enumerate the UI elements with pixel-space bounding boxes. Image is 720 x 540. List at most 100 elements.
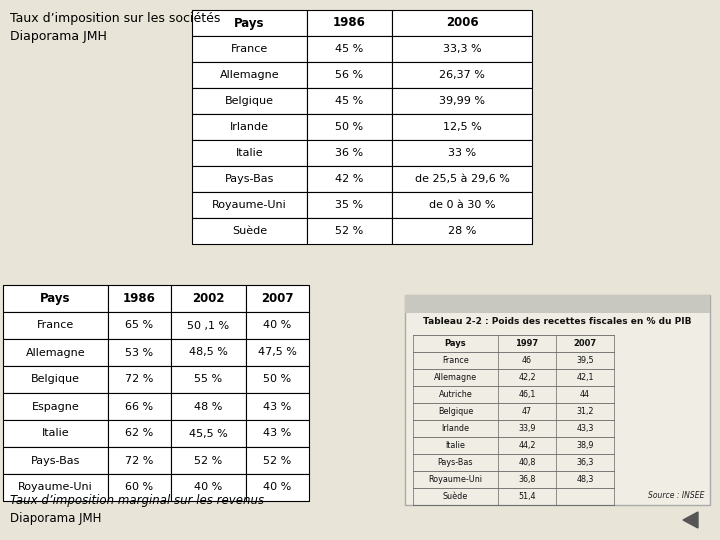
- Text: 62 %: 62 %: [125, 429, 153, 438]
- Text: France: France: [37, 321, 74, 330]
- Text: Tableau 2-2 : Poids des recettes fiscales en % du PIB: Tableau 2-2 : Poids des recettes fiscale…: [423, 316, 692, 326]
- Text: 2006: 2006: [446, 17, 478, 30]
- Text: Allemagne: Allemagne: [434, 373, 477, 382]
- Bar: [246, 393, 309, 420]
- Text: 66 %: 66 %: [125, 402, 153, 411]
- Bar: [246, 339, 309, 366]
- Text: 42,1: 42,1: [576, 373, 594, 382]
- Text: 1997: 1997: [516, 339, 539, 348]
- Text: 47,5 %: 47,5 %: [258, 348, 297, 357]
- Text: Royaume-Uni: Royaume-Uni: [18, 483, 93, 492]
- Bar: [192, 10, 307, 36]
- Text: Pays-Bas: Pays-Bas: [438, 458, 473, 467]
- Text: 2007: 2007: [573, 339, 597, 348]
- Bar: [171, 312, 246, 339]
- Text: 72 %: 72 %: [125, 456, 153, 465]
- Bar: [192, 166, 307, 192]
- Bar: [246, 366, 309, 393]
- Bar: [307, 192, 392, 218]
- Text: 36,8: 36,8: [518, 475, 536, 484]
- Text: 45 %: 45 %: [336, 44, 364, 54]
- Text: 52 %: 52 %: [336, 226, 364, 236]
- Bar: [3, 366, 108, 393]
- Bar: [171, 339, 246, 366]
- Text: 44,2: 44,2: [518, 441, 536, 450]
- Text: Diaporama JMH: Diaporama JMH: [10, 30, 107, 43]
- Bar: [246, 447, 309, 474]
- Bar: [192, 114, 307, 140]
- Text: 60 %: 60 %: [125, 483, 153, 492]
- Text: Irlande: Irlande: [441, 424, 469, 433]
- Text: 40 %: 40 %: [264, 321, 292, 330]
- Bar: [3, 420, 108, 447]
- Text: 56 %: 56 %: [336, 70, 364, 80]
- Bar: [392, 192, 532, 218]
- Text: Taux d’imposition sur les sociétés: Taux d’imposition sur les sociétés: [10, 12, 220, 25]
- Text: 45,5 %: 45,5 %: [189, 429, 228, 438]
- Bar: [307, 62, 392, 88]
- Text: Pays: Pays: [445, 339, 467, 348]
- Bar: [3, 312, 108, 339]
- Bar: [192, 36, 307, 62]
- Text: 33 %: 33 %: [448, 148, 476, 158]
- Text: Italie: Italie: [235, 148, 264, 158]
- Bar: [246, 474, 309, 501]
- Bar: [192, 140, 307, 166]
- Bar: [405, 295, 710, 505]
- Bar: [307, 114, 392, 140]
- Text: Autriche: Autriche: [438, 390, 472, 399]
- Text: 33,3 %: 33,3 %: [443, 44, 481, 54]
- Bar: [192, 192, 307, 218]
- Text: Allemagne: Allemagne: [26, 348, 85, 357]
- Bar: [392, 140, 532, 166]
- Text: 35 %: 35 %: [336, 200, 364, 210]
- Bar: [108, 312, 171, 339]
- Text: 46,1: 46,1: [518, 390, 536, 399]
- Text: 31,2: 31,2: [576, 407, 594, 416]
- Text: 52 %: 52 %: [264, 456, 292, 465]
- Text: Diaporama JMH: Diaporama JMH: [10, 512, 102, 525]
- Text: Pays-Bas: Pays-Bas: [31, 456, 80, 465]
- Bar: [108, 447, 171, 474]
- Bar: [3, 285, 108, 312]
- Text: Source : INSEE: Source : INSEE: [649, 491, 705, 500]
- Text: 2007: 2007: [261, 292, 294, 305]
- Bar: [392, 10, 532, 36]
- Bar: [307, 10, 392, 36]
- Bar: [108, 339, 171, 366]
- Text: 44: 44: [580, 390, 590, 399]
- Text: Pays: Pays: [234, 17, 265, 30]
- Bar: [392, 114, 532, 140]
- Text: 36,3: 36,3: [576, 458, 594, 467]
- Text: 43 %: 43 %: [264, 429, 292, 438]
- Text: 2002: 2002: [192, 292, 225, 305]
- Text: 33,9: 33,9: [518, 424, 536, 433]
- Bar: [171, 447, 246, 474]
- Bar: [307, 36, 392, 62]
- Text: Belgique: Belgique: [225, 96, 274, 106]
- Text: France: France: [231, 44, 268, 54]
- Text: France: France: [442, 356, 469, 365]
- Bar: [108, 474, 171, 501]
- Bar: [392, 166, 532, 192]
- Bar: [108, 366, 171, 393]
- Text: Espagne: Espagne: [32, 402, 79, 411]
- Polygon shape: [683, 512, 698, 528]
- Text: 39,99 %: 39,99 %: [439, 96, 485, 106]
- Text: Taux d’imposition marginal sur les revenus: Taux d’imposition marginal sur les reven…: [10, 494, 264, 507]
- Text: Allemagne: Allemagne: [220, 70, 279, 80]
- Text: de 25,5 à 29,6 %: de 25,5 à 29,6 %: [415, 174, 510, 184]
- Text: 55 %: 55 %: [194, 375, 222, 384]
- Text: Belgique: Belgique: [31, 375, 80, 384]
- Bar: [307, 218, 392, 244]
- Text: 39,5: 39,5: [576, 356, 594, 365]
- Bar: [246, 285, 309, 312]
- Text: 40 %: 40 %: [264, 483, 292, 492]
- Bar: [246, 312, 309, 339]
- Text: 50 %: 50 %: [336, 122, 364, 132]
- Text: 26,37 %: 26,37 %: [439, 70, 485, 80]
- Bar: [171, 474, 246, 501]
- Bar: [392, 218, 532, 244]
- Text: 50 %: 50 %: [264, 375, 292, 384]
- Text: Royaume-Uni: Royaume-Uni: [428, 475, 482, 484]
